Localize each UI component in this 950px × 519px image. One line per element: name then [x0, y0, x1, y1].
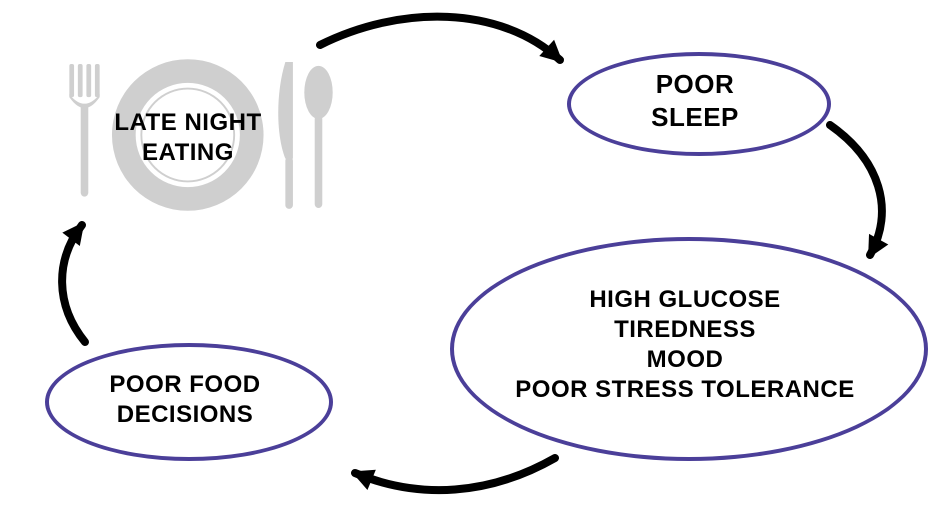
late-night-eating-line2: EATING — [142, 139, 234, 166]
arrow-sleep-to-effects — [830, 125, 882, 255]
poor-food-line1: POOR FOOD — [109, 371, 260, 398]
node-effects: HIGH GLUCOSE TIREDNESS MOOD POOR STRESS … — [485, 285, 885, 405]
arrow-late-to-sleep — [320, 17, 560, 60]
effects-line3: MOOD — [647, 346, 724, 373]
arrow-food-to-late — [62, 225, 85, 342]
late-night-eating-line1: LATE NIGHT — [114, 109, 261, 136]
node-poor-sleep: POOR SLEEP — [595, 68, 795, 133]
effects-line1: HIGH GLUCOSE — [589, 286, 780, 313]
arrowhead-food-to-late — [62, 215, 93, 246]
arrowhead-sleep-to-effects — [858, 234, 888, 264]
effects-line2: TIREDNESS — [614, 316, 756, 343]
effects-line4: POOR STRESS TOLERANCE — [515, 376, 854, 403]
diagram-stage: LATE NIGHT EATING POOR SLEEP HIGH GLUCOS… — [0, 0, 950, 519]
node-poor-food-decisions: POOR FOOD DECISIONS — [75, 370, 295, 430]
arrowhead-late-to-sleep — [539, 40, 570, 71]
arrow-effects-to-food — [355, 458, 555, 490]
poor-sleep-line2: SLEEP — [651, 102, 739, 132]
node-late-night-eating: LATE NIGHT EATING — [88, 108, 288, 168]
poor-sleep-line1: POOR — [656, 69, 735, 99]
poor-food-line2: DECISIONS — [117, 401, 254, 428]
arrowhead-effects-to-food — [347, 461, 376, 490]
